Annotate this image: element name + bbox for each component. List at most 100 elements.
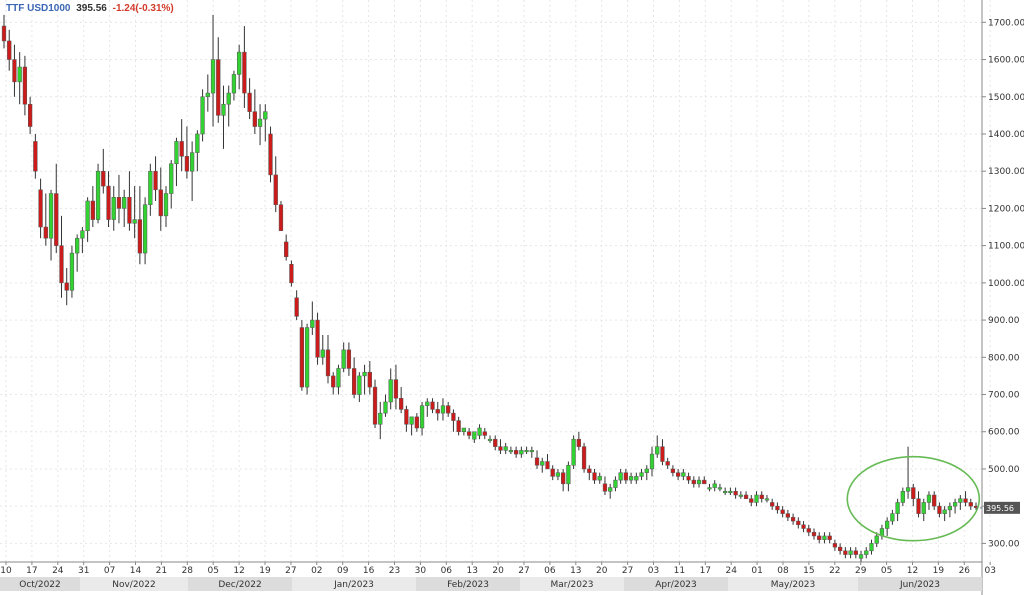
month-band (858, 577, 982, 591)
candle-body (310, 319, 315, 328)
x-tick-label: 15 (803, 566, 814, 576)
month-band (416, 577, 520, 591)
candle-body (315, 319, 320, 358)
candle-body (1, 25, 7, 42)
x-tick-label: 16 (363, 566, 375, 576)
month-band (292, 577, 416, 591)
x-tick-label: 27 (285, 566, 296, 576)
candle-body (853, 550, 858, 555)
candle-body (38, 189, 43, 228)
month-label: Feb/2023 (447, 580, 489, 590)
candle-body (336, 368, 341, 388)
candle-body (425, 401, 430, 406)
candle-body (597, 476, 602, 481)
candle-body (498, 446, 503, 451)
x-tick-label: 24 (52, 566, 64, 576)
candle-body (759, 494, 764, 499)
candle-body (770, 502, 775, 507)
candle-body (723, 491, 728, 494)
y-tick-label: 1200.00 (988, 204, 1024, 214)
candle-body (519, 450, 524, 455)
candle-body (817, 535, 822, 540)
candle-body (895, 502, 900, 514)
candle-body (142, 204, 148, 254)
x-tick-label: 13 (466, 566, 477, 576)
candle-body (540, 461, 545, 466)
candle-body (362, 371, 367, 377)
month-label: Apr/2023 (655, 580, 697, 590)
candle-body (414, 416, 419, 429)
candle-body (822, 535, 827, 540)
candle-body (75, 237, 80, 254)
candle-body (80, 230, 85, 239)
candle-body (932, 494, 937, 507)
candle-body (644, 468, 649, 473)
candle-body (48, 193, 54, 239)
candle-body (649, 453, 655, 470)
candle-body (148, 170, 153, 205)
candle-body (216, 59, 221, 116)
candle-body (54, 193, 59, 246)
candle-body (378, 412, 383, 425)
month-label: Oct/2022 (19, 580, 61, 590)
candle-body (325, 349, 331, 377)
candle-body (550, 468, 555, 477)
candle-body (707, 487, 712, 490)
candle-body (608, 487, 613, 492)
candle-body (435, 409, 440, 414)
x-tick-label: 06 (441, 566, 453, 576)
candle-body (116, 197, 122, 209)
candle-body (702, 479, 707, 485)
candle-body (226, 92, 231, 105)
candle-body (508, 450, 514, 453)
candle-body (440, 405, 446, 414)
y-tick-label: 300.00 (988, 539, 1020, 549)
candle-body (858, 554, 864, 559)
candle-body (764, 498, 770, 501)
candle-body (503, 446, 508, 451)
plot-area (0, 0, 982, 562)
candle-body (273, 174, 278, 205)
candle-body (942, 509, 947, 514)
last-price-box (984, 501, 1020, 514)
x-tick-label: 24 (725, 566, 737, 576)
candle-body (106, 185, 111, 220)
candle-body (341, 349, 346, 369)
candle-body (534, 457, 540, 466)
candle-body (163, 193, 169, 217)
month-band (728, 577, 858, 591)
candle-body (158, 189, 163, 217)
candle-body (790, 517, 796, 522)
month-label: May/2023 (771, 580, 816, 590)
highlight-ellipse (846, 455, 981, 542)
candle-body (12, 59, 17, 83)
month-label: Jan/2023 (333, 580, 374, 590)
candle-body (372, 386, 378, 425)
candle-body (320, 349, 325, 358)
candle-body (660, 446, 665, 462)
x-tick-label: 05 (207, 566, 218, 576)
candle-body (524, 450, 529, 453)
x-tick-label: 09 (337, 566, 349, 576)
candle-body (17, 66, 22, 83)
candle-body (837, 546, 843, 552)
candle-body (101, 170, 106, 187)
candle-body (367, 371, 372, 388)
y-tick-label: 900.00 (988, 316, 1020, 326)
candle-body (738, 494, 743, 497)
month-label: Jun/2023 (899, 580, 940, 590)
month-band (624, 577, 728, 591)
candle-body (623, 472, 629, 481)
month-label: Mar/2023 (551, 580, 594, 590)
x-tick-label: 07 (104, 566, 115, 576)
candle-body (85, 200, 90, 232)
candle-body (869, 543, 874, 552)
x-tick-label: 13 (570, 566, 581, 576)
candle-body (827, 535, 832, 540)
candle-body (466, 431, 472, 436)
x-tick-label: 03 (984, 566, 995, 576)
candle-body (27, 103, 33, 127)
candle-body (947, 505, 953, 511)
x-tick-label: 31 (78, 566, 89, 576)
candle-body (69, 252, 75, 291)
